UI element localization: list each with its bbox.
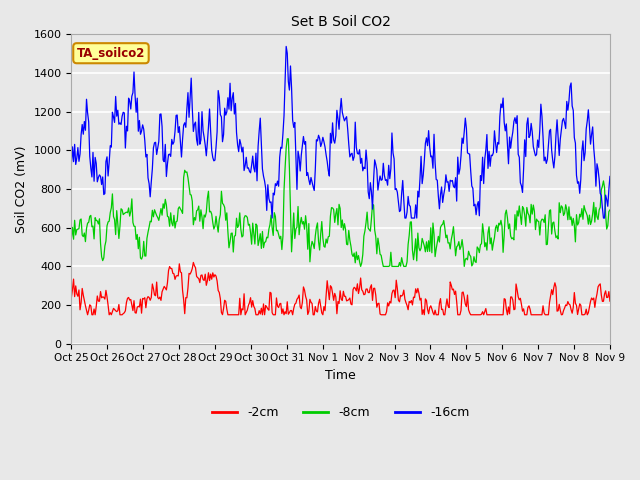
-16cm <box>268 215 276 221</box>
-8cm <box>390 264 398 269</box>
-2cm <box>390 287 398 293</box>
-2cm <box>68 294 76 300</box>
-2cm <box>329 290 337 296</box>
-16cm <box>606 173 614 179</box>
-16cm <box>329 120 337 126</box>
-16cm <box>511 115 519 120</box>
-16cm <box>361 166 369 171</box>
Line: -8cm: -8cm <box>72 139 610 266</box>
-2cm <box>595 282 603 288</box>
-2cm <box>84 312 92 318</box>
-8cm <box>361 228 369 234</box>
-8cm <box>595 207 603 213</box>
-8cm <box>606 207 614 213</box>
-2cm <box>606 298 614 304</box>
Title: Set B Soil CO2: Set B Soil CO2 <box>291 15 390 29</box>
-16cm <box>282 44 290 49</box>
X-axis label: Time: Time <box>325 369 356 382</box>
-2cm <box>361 291 369 297</box>
Legend: -2cm, -8cm, -16cm: -2cm, -8cm, -16cm <box>207 401 474 424</box>
-2cm <box>189 260 197 265</box>
-8cm <box>356 264 364 269</box>
-8cm <box>68 235 76 241</box>
-8cm <box>511 212 519 217</box>
Y-axis label: Soil CO2 (mV): Soil CO2 (mV) <box>15 145 28 233</box>
-16cm <box>390 156 398 162</box>
Text: TA_soilco2: TA_soilco2 <box>77 47 145 60</box>
-8cm <box>324 234 332 240</box>
-16cm <box>68 161 76 167</box>
-16cm <box>326 173 333 179</box>
-16cm <box>595 176 603 182</box>
Line: -16cm: -16cm <box>72 47 610 218</box>
-8cm <box>328 205 335 211</box>
-2cm <box>326 297 333 302</box>
Line: -2cm: -2cm <box>72 263 610 315</box>
-8cm <box>284 136 291 142</box>
-2cm <box>511 306 519 312</box>
